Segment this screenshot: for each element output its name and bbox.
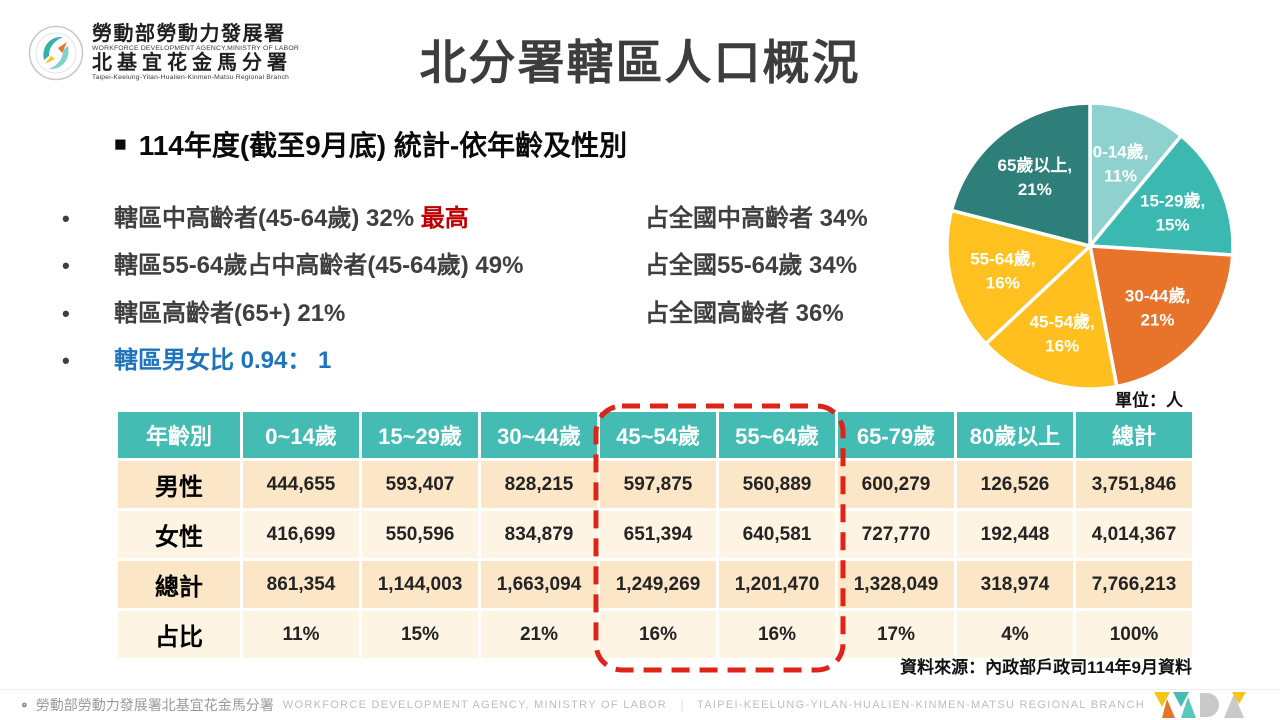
bullet-dot: •	[62, 253, 70, 278]
column-header: 55~64歲	[719, 412, 835, 458]
section-heading: ■ 114年度(截至9月底) 統計-依年齡及性別	[114, 124, 627, 164]
bullet-dot: •	[62, 348, 70, 373]
bullet-highlight: 最高	[420, 205, 469, 232]
age-distribution-pie: 0-14歲, 11% 15-29歲, 15% 30-44歲, 21% 45-54歲, 16% 5…	[920, 98, 1265, 408]
source-note: 資料來源：內政部戶政司114年9月資料	[900, 658, 1192, 677]
pie-slice	[945, 208, 1094, 347]
bullet-text: 轄區男女比 0.94： 1	[114, 347, 332, 374]
table-cell: 651,394	[600, 511, 716, 558]
bullet-dot: •	[62, 301, 70, 326]
footer-logo-icon	[22, 702, 27, 708]
table-cell: 444,655	[243, 461, 359, 508]
table-cell: 640,581	[719, 511, 835, 558]
table-cell: 16%	[719, 611, 835, 658]
table-cell: 126,526	[957, 461, 1073, 508]
table-cell: 1,328,049	[838, 561, 954, 608]
table-cell: 21%	[481, 611, 597, 658]
table-cell: 1,144,003	[362, 561, 478, 608]
table-cell: 100%	[1076, 611, 1192, 658]
bullet-row: • 轄區男女比 0.94： 1	[62, 345, 331, 377]
pie-slice	[983, 242, 1119, 391]
table-cell: 11%	[243, 611, 359, 658]
bullet-text: 轄區中高齡者(45-64歲) 32%	[114, 205, 421, 232]
bullet-text: 轄區55-64歲占中高齡者(45-64歲) 49%	[114, 252, 524, 279]
table-cell: 4,014,367	[1076, 511, 1192, 558]
table-cell: 1,201,470	[719, 561, 835, 608]
bullet-row: • 轄區高齡者(65+) 21% 占全國高齡者 36%	[62, 298, 844, 330]
table-cell: 16%	[600, 611, 716, 658]
agency-name-zh: 勞動部勞動力發展署	[92, 23, 286, 45]
branch-name-en: Taipei-Keelung-Yilan-Hualien-Kinmen-Mats…	[92, 74, 290, 82]
row-label: 占比	[118, 611, 240, 658]
footer-separator: ｜	[676, 698, 689, 713]
table-cell: 4%	[957, 611, 1073, 658]
table-cell: 834,879	[481, 511, 597, 558]
bullet-text: 轄區高齡者(65+) 21%	[114, 300, 346, 327]
bullet-row: • 轄區55-64歲占中高齡者(45-64歲) 49% 占全國55-64歲 34%	[62, 250, 857, 282]
pie-slice	[1086, 133, 1235, 257]
section-heading-text: 114年度(截至9月底) 統計-依年齡及性別	[138, 130, 628, 161]
bullet-dot: •	[62, 206, 70, 231]
pie-slice-label: 0-14歲, 11%	[1093, 141, 1149, 185]
pie-slice-label: 30-44歲, 21%	[1125, 286, 1190, 330]
bullet-row: • 轄區中高齡者(45-64歲) 32% 最高 占全國中高齡者 34%	[62, 203, 868, 235]
column-header: 總計	[1076, 412, 1192, 458]
pie-slice-label: 15-29歲, 15%	[1140, 190, 1205, 234]
pie-slice	[1088, 101, 1184, 251]
table-cell: 15%	[362, 611, 478, 658]
table-cell: 727,770	[838, 511, 954, 558]
column-header: 80歲以上	[957, 412, 1073, 458]
pie-slice-label: 55-64歲, 16%	[970, 248, 1035, 292]
footer: 勞動部勞動力發展署北基宜花金馬分署 WORKFORCE DEVELOPMENT …	[0, 689, 1280, 720]
unit-label: 單位：人	[1115, 391, 1183, 410]
bullet-right-text: 占全國55-64歲 34%	[645, 252, 858, 279]
page-title: 北分署轄區人口概況	[419, 36, 861, 89]
column-header: 30~44歲	[481, 412, 597, 458]
row-label: 總計	[118, 561, 240, 608]
bullet-right-text: 占全國高齡者 36%	[645, 300, 844, 327]
column-header: 45~54歲	[600, 412, 716, 458]
row-label: 男性	[118, 461, 240, 508]
table-cell: 560,889	[719, 461, 835, 508]
table-cell: 318,974	[957, 561, 1073, 608]
bullet-right-text: 占全國中高齡者 34%	[645, 205, 868, 232]
branch-logo: 勞動部勞動力發展署 WORKFORCE DEVELOPMENT AGENCY,M…	[28, 24, 299, 81]
table-cell: 550,596	[362, 511, 478, 558]
footer-agency-en: WORKFORCE DEVELOPMENT AGENCY, MINISTRY O…	[282, 699, 668, 711]
heading-square-marker: ■	[114, 133, 127, 156]
table-cell: 1,663,094	[481, 561, 597, 608]
table-cell: 416,699	[243, 511, 359, 558]
branch-emblem-icon	[28, 25, 84, 80]
pie-slice-label: 45-54歲, 16%	[1030, 312, 1095, 356]
table-cell: 600,279	[838, 461, 954, 508]
table-cell: 1,249,269	[600, 561, 716, 608]
branch-name-zh: 北基宜花金馬分署	[92, 52, 292, 75]
table-cell: 7,766,213	[1076, 561, 1192, 608]
column-header: 0~14歲	[243, 412, 359, 458]
footer-branch-en: TAIPEI-KEELUNG-YILAN-HUALIEN-KINMEN-MATS…	[697, 699, 1145, 711]
footer-agency-zh: 勞動部勞動力發展署北基宜花金馬分署	[35, 697, 274, 713]
agency-name-en: WORKFORCE DEVELOPMENT AGENCY,MINISTRY OF…	[92, 45, 299, 52]
table-cell: 17%	[838, 611, 954, 658]
table-cell: 861,354	[243, 561, 359, 608]
wda-logo	[1154, 692, 1246, 718]
pie-slice	[1087, 244, 1235, 389]
pie-chart: 0-14歲, 11% 15-29歲, 15% 30-44歲, 21% 45-54歲, 16% 5…	[945, 101, 1235, 391]
table-cell: 593,407	[362, 461, 478, 508]
table-cell: 597,875	[600, 461, 716, 508]
row-label: 女性	[118, 511, 240, 558]
column-header: 15~29歲	[362, 412, 478, 458]
table-cell: 3,751,846	[1076, 461, 1192, 508]
column-header: 年齡別	[118, 412, 240, 458]
table-cell: 192,448	[957, 511, 1073, 558]
pie-slice-label: 65歲以上, 21%	[998, 155, 1073, 199]
table-cell: 828,215	[481, 461, 597, 508]
column-header: 65-79歲	[838, 412, 954, 458]
pie-slice	[949, 101, 1092, 249]
population-table: 年齡別 0~14歲 15~29歲 30~44歲 45~54歲 55~64歲 65…	[118, 403, 1192, 673]
